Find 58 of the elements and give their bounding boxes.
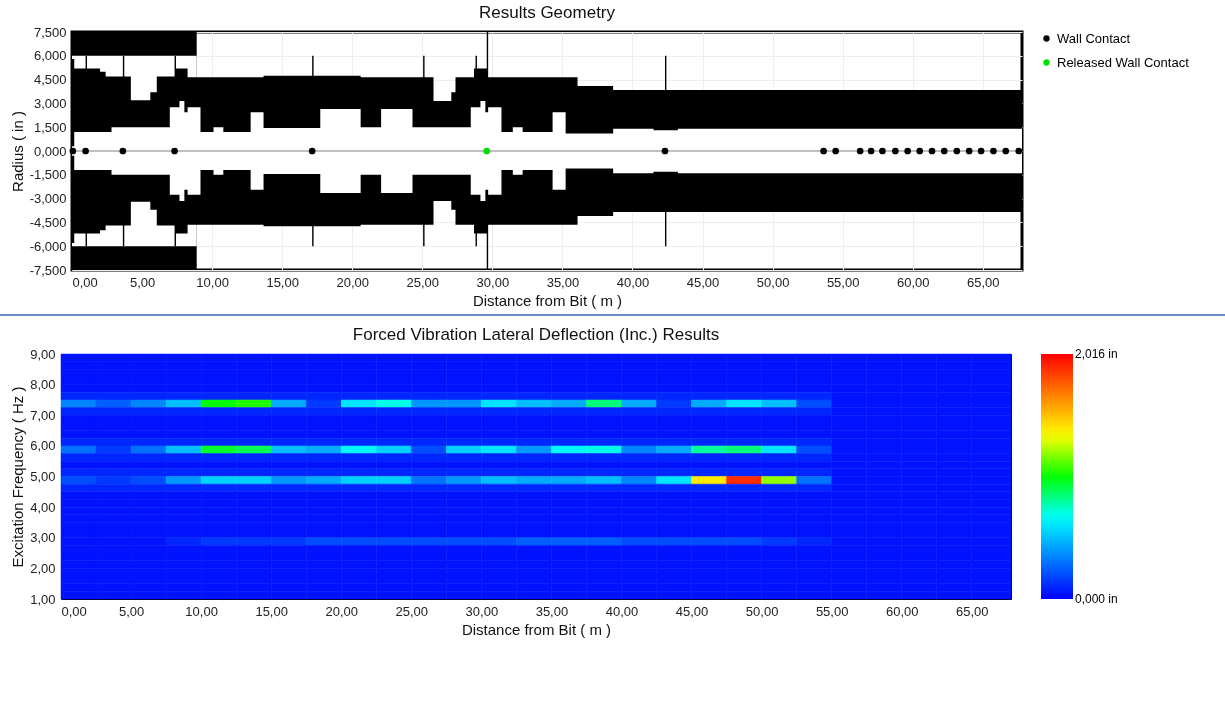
color-bar-label: 2,016 in	[1075, 347, 1118, 361]
x-tick-label: 10,00	[196, 274, 229, 290]
x-tick-label: 60,00	[885, 603, 919, 619]
x-tick-label: 40,00	[616, 274, 650, 290]
x-tick-label: 50,00	[745, 603, 779, 619]
y-tick-label: 4,500	[33, 72, 67, 88]
x-tick-label: 65,00	[955, 603, 989, 619]
legend-label: Wall Contact	[1057, 30, 1131, 46]
x-tick-label: 25,00	[406, 274, 440, 290]
y-tick-label: -6,000	[29, 238, 67, 254]
x-tick-label: 5,00	[129, 274, 156, 290]
y-axis-title: Radius ( in )	[8, 111, 26, 192]
x-axis-title: Distance from Bit ( m )	[461, 620, 612, 638]
x-tick-label: 15,00	[266, 274, 299, 290]
y-tick-label: 4,00	[30, 499, 56, 515]
x-tick-label: 50,00	[756, 274, 790, 290]
y-tick-label: 1,500	[33, 119, 67, 135]
y-tick-label: 8,00	[30, 377, 56, 393]
x-tick-label: 20,00	[336, 274, 370, 290]
y-tick-label: -7,500	[29, 262, 67, 278]
x-tick-label: 55,00	[826, 274, 860, 290]
x-tick-label: 55,00	[815, 603, 849, 619]
y-tick-label: 6,000	[33, 48, 67, 64]
x-tick-label: 40,00	[605, 603, 639, 619]
y-tick-label: 1,00	[30, 591, 56, 607]
x-tick-label: 25,00	[395, 603, 429, 619]
y-tick-label: 6,00	[30, 438, 56, 454]
y-tick-label: 3,00	[30, 530, 56, 546]
x-tick-label: 35,00	[535, 603, 569, 619]
chart-title: Results Geometry	[478, 3, 616, 22]
y-tick-label: -1,500	[29, 167, 67, 183]
x-axis-title: Distance from Bit ( m )	[472, 291, 623, 309]
y-tick-label: 7,500	[33, 24, 67, 40]
x-tick-label: 65,00	[966, 274, 1000, 290]
x-tick-label: 30,00	[465, 603, 499, 619]
x-tick-label: 0,00	[61, 603, 87, 619]
y-axis-title: Excitation Frequency ( Hz )	[9, 386, 27, 568]
y-tick-label: -3,000	[29, 191, 67, 207]
y-tick-label: -4,500	[29, 214, 67, 230]
x-tick-label: 45,00	[686, 274, 720, 290]
y-tick-label: 3,000	[33, 95, 67, 111]
x-tick-label: 20,00	[325, 603, 359, 619]
x-tick-label: 15,00	[255, 603, 288, 619]
x-tick-label: 0,00	[72, 274, 98, 290]
legend-label: Released Wall Contact	[1057, 54, 1190, 70]
color-bar-label: 0,000 in	[1075, 592, 1118, 606]
chart-title: Forced Vibration Lateral Deflection (Inc.) Results	[352, 325, 720, 344]
x-tick-label: 45,00	[675, 603, 709, 619]
y-tick-label: 9,00	[30, 346, 56, 362]
x-tick-label: 10,00	[185, 603, 218, 619]
y-tick-label: 7,00	[30, 407, 56, 423]
x-tick-label: 30,00	[476, 274, 510, 290]
y-tick-label: 5,00	[30, 469, 56, 484]
x-tick-label: 35,00	[546, 274, 580, 290]
x-tick-label: 5,00	[118, 603, 145, 619]
y-tick-label: 0,000	[33, 143, 67, 159]
x-tick-label: 60,00	[896, 274, 930, 290]
y-tick-label: 2,00	[30, 560, 56, 576]
